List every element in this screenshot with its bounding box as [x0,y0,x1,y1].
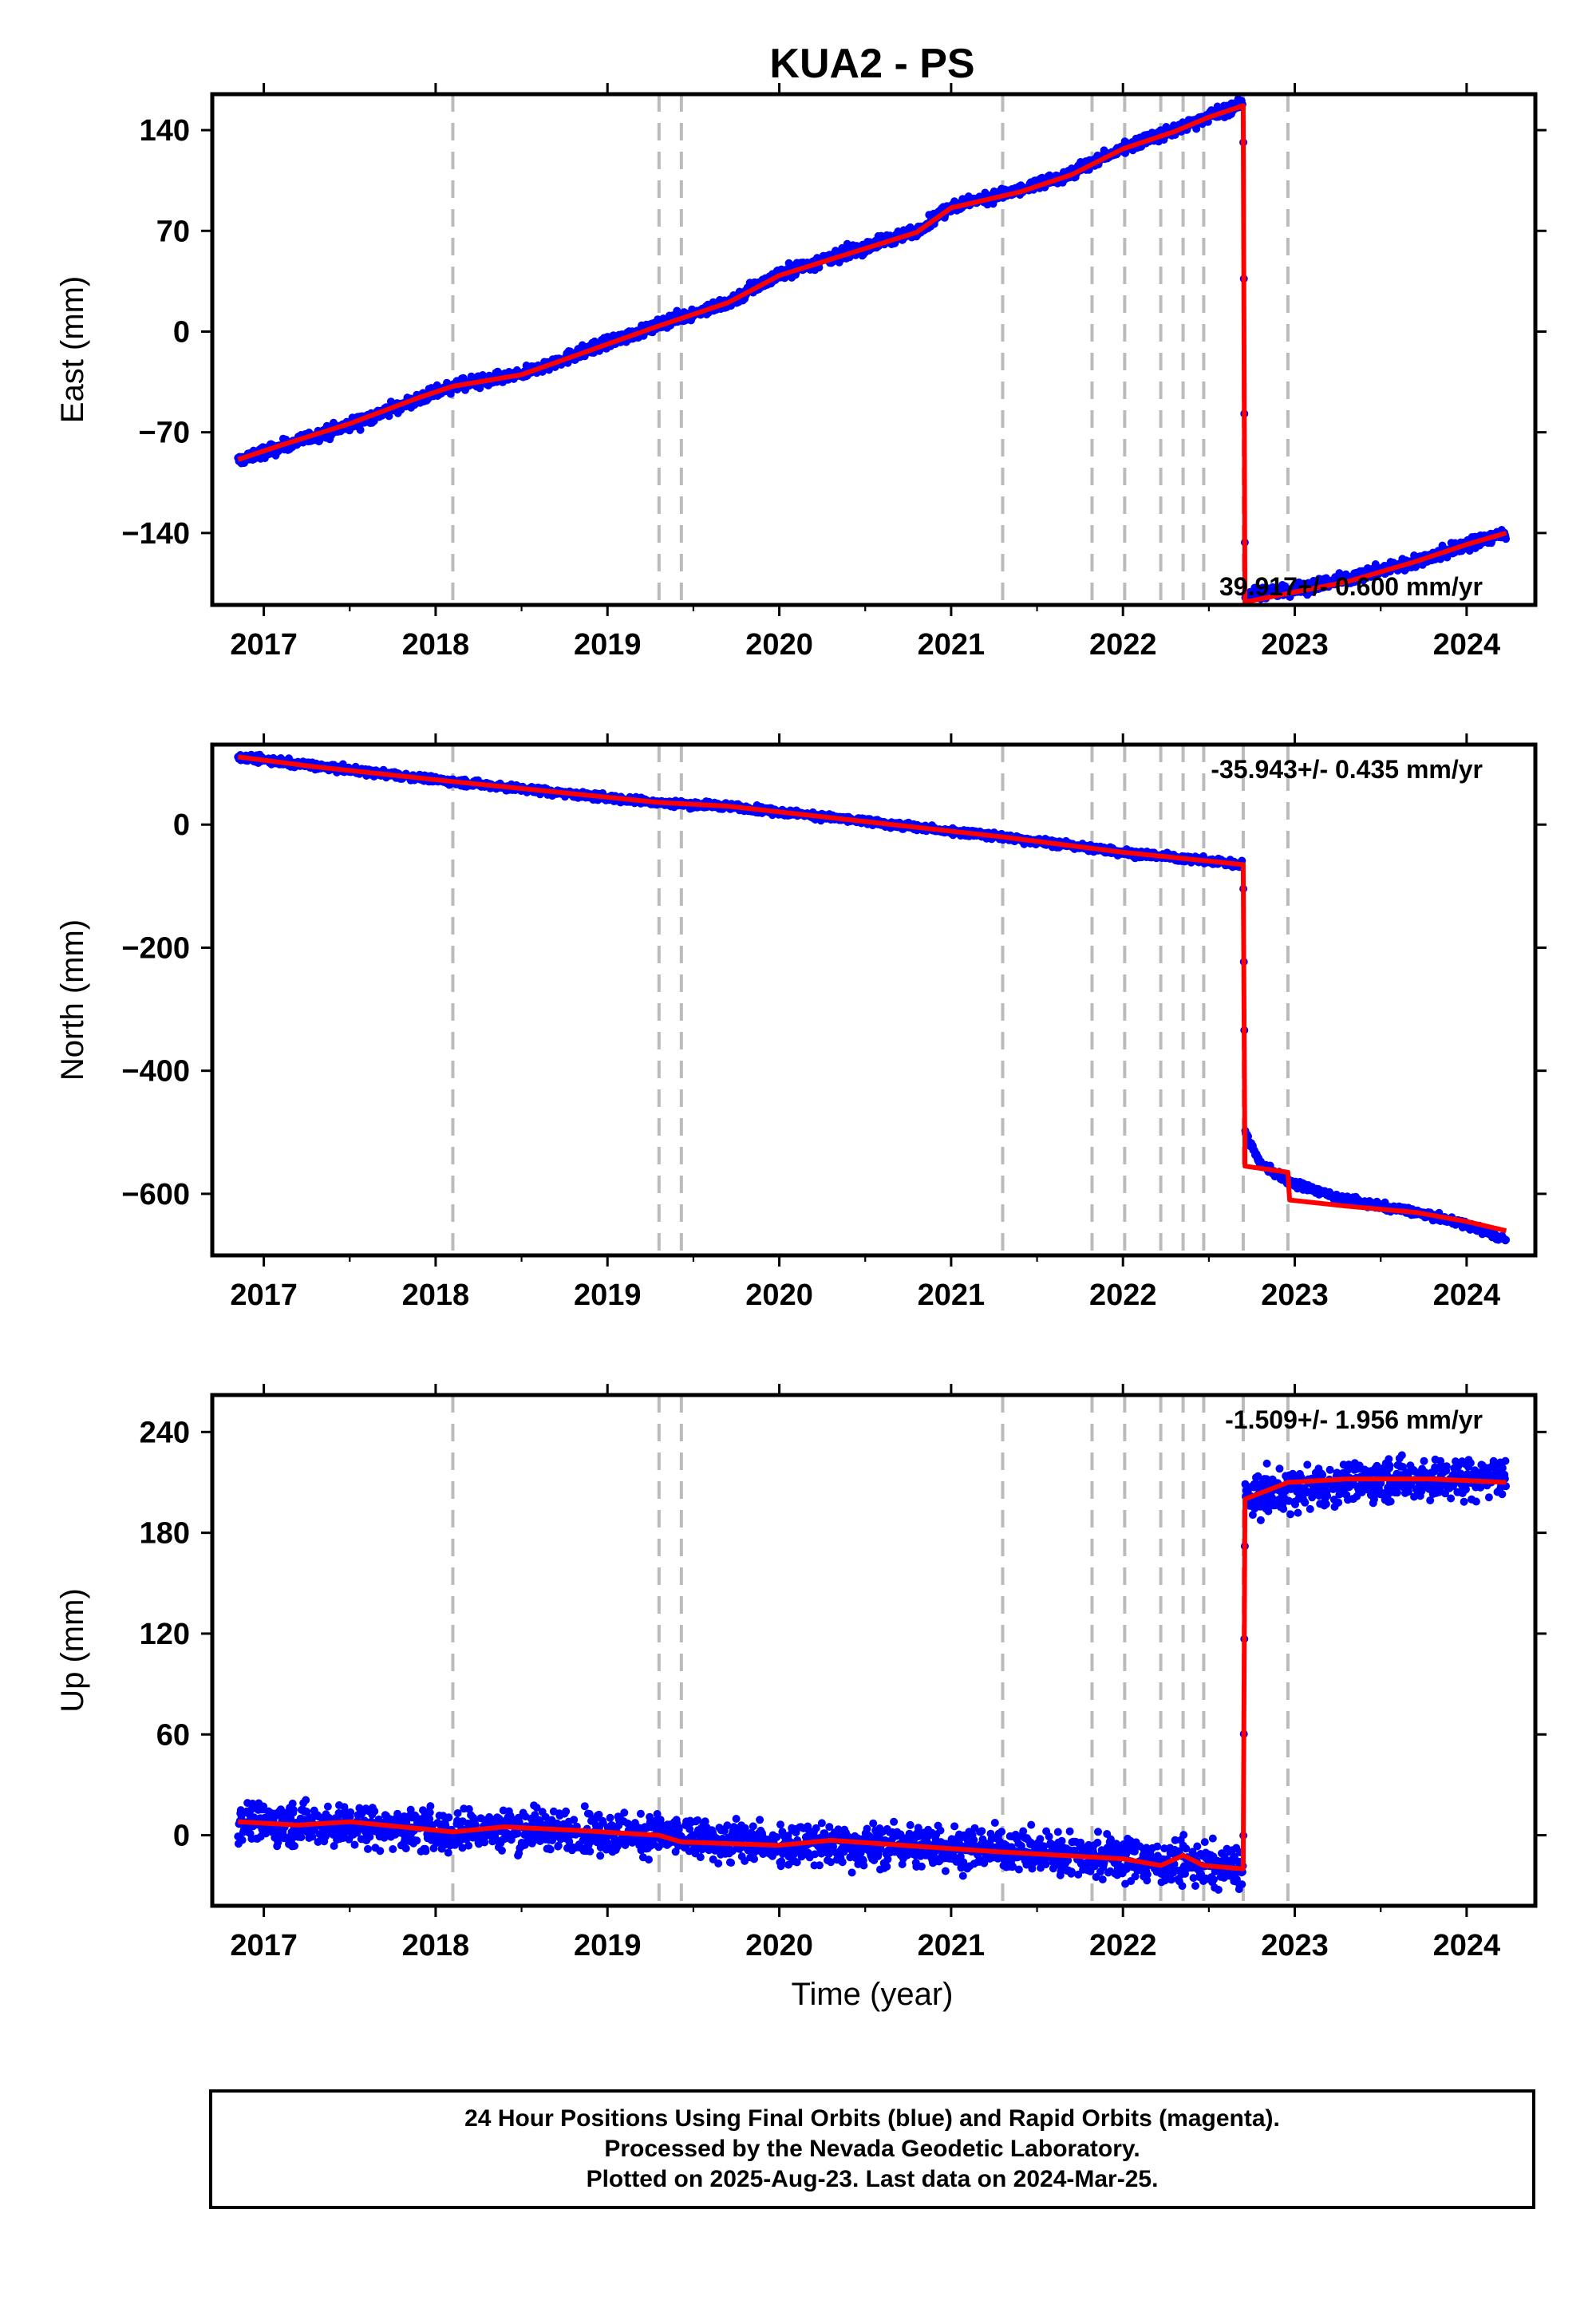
x-tick-label: 2017 [230,1279,298,1312]
x-tick-label: 2024 [1433,628,1501,662]
daily-position-points [234,95,1511,604]
y-tick-label: 70 [156,215,190,248]
daily-position-points [234,750,1511,1245]
plot-frame [210,1393,1538,1908]
x-tick-label: 2018 [402,1929,470,1962]
chart-title: KUA2 - PS [769,41,974,87]
info-box: 24 Hour Positions Using Final Orbits (bl… [209,2089,1535,2209]
y-tick-label: 0 [173,1820,190,1853]
velocity-label: -35.943+/- 0.435 mm/yr [1211,755,1483,784]
plot-area [234,94,1511,605]
x-tick-label: 2019 [574,1929,642,1962]
x-tick-label: 2022 [1089,628,1157,662]
y-tick-label: 240 [140,1416,190,1449]
y-tick-label: −140 [121,517,190,551]
x-tick-label: 2023 [1261,628,1329,662]
x-axis-label: Time (year) [792,1977,954,2012]
plot-area [234,745,1511,1255]
x-tick-label: 2023 [1261,1279,1329,1312]
x-tick-label: 2018 [402,1279,470,1312]
daily-position-points [234,1451,1511,1894]
y-tick-label: 140 [140,114,190,148]
plot-frame [210,92,1538,607]
info-line-plotted: Plotted on 2025-Aug-23. Last data on 202… [586,2166,1159,2192]
velocity-label: -1.509+/- 1.956 mm/yr [1225,1405,1483,1434]
y-axis-label: East (mm) [55,276,90,423]
model-line [237,103,1507,605]
y-tick-label: −400 [121,1055,190,1089]
plot-frame [210,742,1538,1258]
x-tick-label: 2022 [1089,1279,1157,1312]
north-panel: 2017 2018 2019 2020 2021 2022 2023 2024 −600 −400… [55,733,1547,1312]
x-tick-label: 2023 [1261,1929,1329,1962]
y-tick-label: 180 [140,1517,190,1551]
x-tick-label: 2020 [745,1279,813,1312]
info-line-orbits: 24 Hour Positions Using Final Orbits (bl… [464,2105,1280,2132]
x-tick-label: 2017 [230,1929,298,1962]
y-axis-label: North (mm) [55,919,90,1081]
y-tick-label: 0 [173,808,190,842]
y-axis-label: Up (mm) [55,1588,90,1713]
y-tick-label: 120 [140,1618,190,1651]
y-tick-label: −200 [121,931,190,965]
plot-area [234,1395,1511,1906]
velocity-label: 39.917+/- 0.600 mm/yr [1219,572,1483,601]
x-tick-label: 2020 [745,1929,813,1962]
y-tick-label: −600 [121,1178,190,1211]
x-tick-label: 2017 [230,628,298,662]
x-tick-label: 2024 [1433,1929,1501,1962]
info-line-processed: Processed by the Nevada Geodetic Laborat… [604,2136,1140,2162]
x-tick-label: 2021 [918,628,986,662]
x-tick-label: 2018 [402,628,470,662]
x-tick-label: 2022 [1089,1929,1157,1962]
y-tick-label: −70 [139,417,190,450]
x-tick-label: 2019 [574,628,642,662]
model-line [238,1476,1507,1871]
up-panel: 2017 2018 2019 2020 2021 2022 2023 2024 0 60 120 18… [55,1384,1547,1962]
x-tick-label: 2020 [745,628,813,662]
x-tick-label: 2021 [918,1279,986,1312]
y-tick-label: 60 [156,1718,190,1752]
y-tick-label: 0 [173,315,190,349]
east-panel: 2017 2018 2019 2020 2021 2022 2023 2024 −140 −70 0… [55,83,1547,662]
x-tick-label: 2021 [918,1929,986,1962]
x-tick-label: 2024 [1433,1279,1501,1312]
model-line [237,754,1507,1234]
x-tick-label: 2019 [574,1279,642,1312]
